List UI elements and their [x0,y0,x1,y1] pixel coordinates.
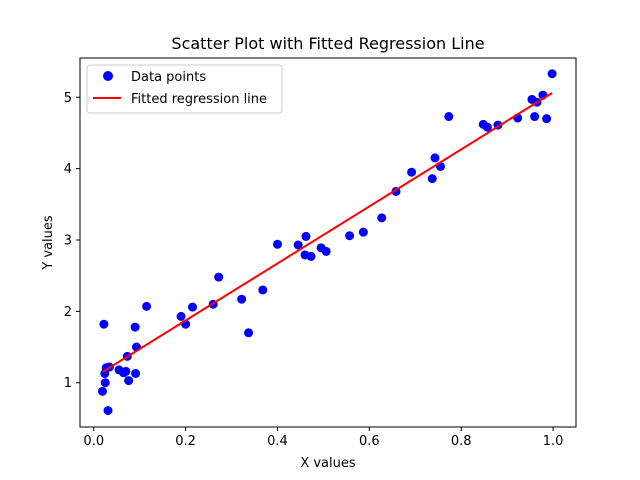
legend-box [86,64,283,114]
data-point [407,167,417,177]
data-point [124,376,134,386]
data-point [130,322,140,332]
data-point [98,386,108,396]
regression-line [101,92,553,373]
data-point [377,213,387,223]
data-point [100,378,110,388]
data-point [427,174,437,184]
chart-title: Scatter Plot with Fitted Regression Line [171,34,484,53]
x-axis-label: X values [300,456,356,471]
data-point [530,112,540,122]
data-point [293,240,303,250]
x-tick-label: 0.6 [359,434,380,449]
legend: Data points Fitted regression line [86,64,283,114]
data-point [237,294,247,304]
data-point [547,69,557,79]
y-tick-label: 3 [64,234,72,249]
x-tick-label: 0.4 [267,434,288,449]
data-point [99,319,109,329]
y-axis-label: Y values [41,215,56,271]
data-point [258,285,268,295]
data-point [358,227,368,237]
ticks-layer: 0.0 0.2 0.4 0.6 0.8 1.0 1 2 3 4 5 [64,91,564,449]
x-tick-label: 0.8 [451,434,472,449]
data-point [272,239,282,249]
y-tick-label: 2 [64,305,72,320]
data-point [244,328,254,338]
legend-scatter-marker [103,71,113,81]
legend-line-label: Fitted regression line [131,92,267,107]
x-tick-label: 0.0 [83,434,104,449]
data-point [142,301,152,311]
data-point [121,366,131,376]
data-point [321,246,331,256]
data-point [306,251,316,261]
data-point [188,302,198,312]
y-tick-label: 1 [64,376,72,391]
data-point [176,311,186,321]
data-point [214,272,224,282]
x-tick-label: 0.2 [175,434,196,449]
data-point [430,153,440,163]
x-tick-label: 1.0 [543,434,564,449]
data-point [482,122,492,132]
data-point [444,112,454,122]
y-tick-label: 5 [64,91,72,106]
y-tick-label: 4 [64,162,72,177]
axes-frame [79,57,577,428]
data-point [345,231,355,241]
legend-scatter-label: Data points [131,70,206,85]
data-point [301,231,311,241]
marks-layer [98,69,557,416]
data-point [131,368,141,378]
data-point [542,114,552,124]
data-point [103,406,113,416]
